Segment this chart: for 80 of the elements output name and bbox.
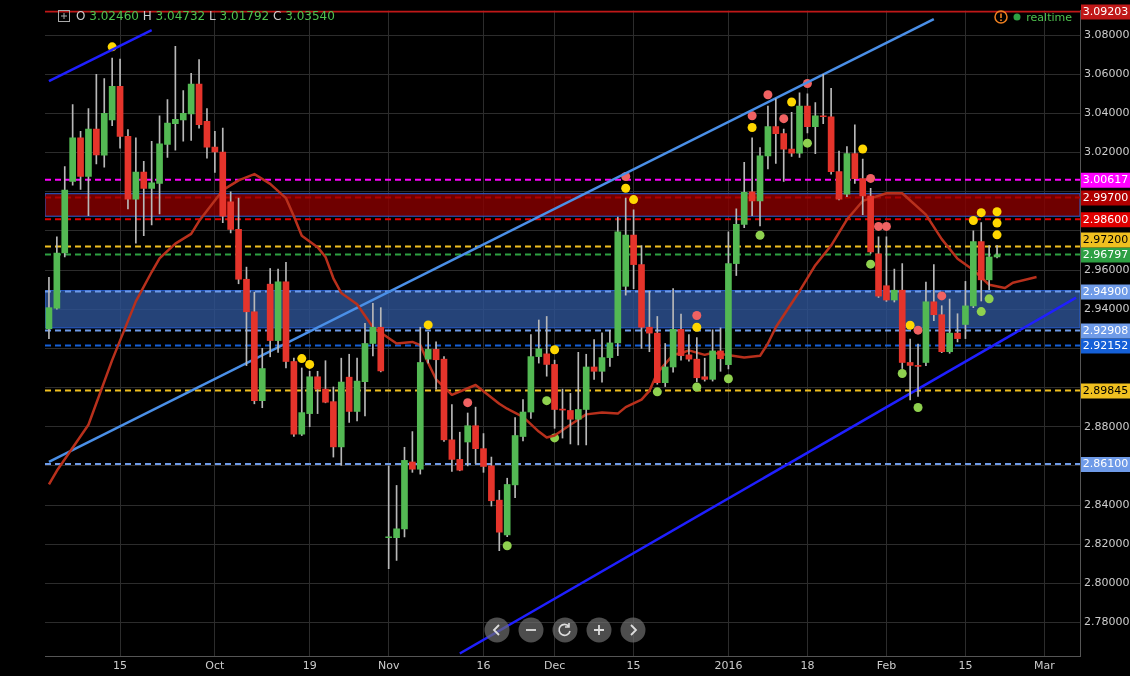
y-tick-label: 3.04000 xyxy=(1084,106,1130,120)
x-tick-label: 18 xyxy=(800,659,815,673)
y-tick-label: 3.08000 xyxy=(1084,27,1130,41)
point xyxy=(305,359,315,369)
ref-line-label: 2.89845 xyxy=(1082,383,1129,397)
point xyxy=(747,111,757,121)
point xyxy=(502,541,512,551)
x-tick-label: Oct xyxy=(205,659,226,673)
point xyxy=(913,403,923,413)
point xyxy=(747,123,757,132)
point xyxy=(692,382,702,392)
point xyxy=(913,325,923,335)
point xyxy=(802,138,812,148)
y-tick-label: 2.88000 xyxy=(1084,419,1130,433)
point xyxy=(992,218,1002,228)
x-tick-label: 16 xyxy=(476,659,491,673)
point xyxy=(692,322,702,332)
ref-line-label: 2.92152 xyxy=(1082,338,1129,352)
point xyxy=(621,183,631,193)
point xyxy=(992,207,1002,217)
point xyxy=(992,230,1002,240)
x-tick-label: 19 xyxy=(302,659,317,673)
ref-line-label: 2.99700 xyxy=(1082,190,1129,204)
ref-line-label: 2.97200 xyxy=(1082,232,1129,246)
ref-line-label: 2.96797 xyxy=(1082,247,1129,261)
candlestick xyxy=(748,137,756,216)
x-tick-label: 15 xyxy=(626,659,641,673)
ref-line-label: 3.00617 xyxy=(1082,173,1129,187)
annotation: O 3.02460 H 3.04732 L 3.01792 C 3.03540 xyxy=(76,9,335,23)
point xyxy=(976,208,986,218)
point xyxy=(297,354,307,364)
ref-line-label: 2.98600 xyxy=(1082,212,1129,226)
point xyxy=(897,368,907,378)
y-tick-label: 3.02000 xyxy=(1084,145,1130,159)
point xyxy=(976,307,986,317)
candlestick xyxy=(140,161,148,237)
candlestick xyxy=(590,339,598,380)
y-tick-label: 2.96000 xyxy=(1084,262,1130,276)
candlestick xyxy=(811,102,819,154)
point xyxy=(423,320,433,330)
point xyxy=(779,114,789,124)
ref-line-label: 2.86100 xyxy=(1082,457,1129,471)
y-tick-label: 2.78000 xyxy=(1084,615,1130,629)
point xyxy=(937,291,947,301)
point xyxy=(866,173,876,183)
point xyxy=(866,259,876,269)
point xyxy=(787,97,797,107)
point xyxy=(692,310,702,320)
point xyxy=(652,387,662,397)
x-tick-label: Dec xyxy=(543,659,566,673)
annotation: realtime xyxy=(1026,10,1072,24)
y-tick-label: 3.06000 xyxy=(1084,67,1130,81)
point xyxy=(723,374,733,384)
point xyxy=(763,90,773,100)
point xyxy=(858,144,868,154)
point xyxy=(881,221,891,231)
point xyxy=(905,320,915,330)
ref-line-label: 2.92908 xyxy=(1082,323,1129,337)
candlestick xyxy=(914,343,922,397)
ref-line-label: 3.09203 xyxy=(1082,4,1129,18)
point xyxy=(550,345,560,355)
point xyxy=(629,195,639,205)
y-tick-label: 2.82000 xyxy=(1084,537,1130,551)
candlestick xyxy=(993,245,1001,259)
point xyxy=(968,216,978,226)
x-tick-label: Feb xyxy=(876,659,897,673)
x-tick-label: 15 xyxy=(113,659,128,673)
x-tick-label: Nov xyxy=(377,659,400,673)
point xyxy=(463,398,473,408)
y-tick-label: 2.84000 xyxy=(1084,497,1130,511)
x-tick-label: Mar xyxy=(1034,659,1056,673)
x-tick-label: 2016 xyxy=(714,659,743,673)
y-tick-label: 2.80000 xyxy=(1084,576,1130,590)
point xyxy=(755,230,765,240)
ref-line-label: 2.94900 xyxy=(1082,284,1129,298)
point xyxy=(542,396,552,406)
point xyxy=(984,294,994,304)
x-tick-label: 15 xyxy=(958,659,973,673)
y-tick-label: 2.94000 xyxy=(1084,302,1130,316)
point xyxy=(874,221,884,231)
